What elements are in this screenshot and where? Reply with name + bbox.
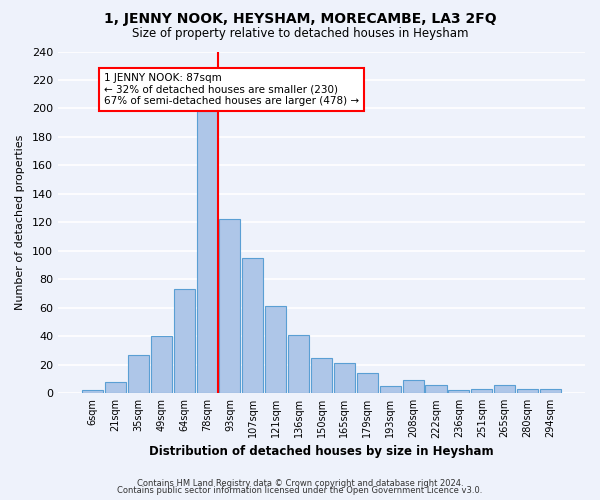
Text: Size of property relative to detached houses in Heysham: Size of property relative to detached ho… — [132, 28, 468, 40]
Bar — [197, 112, 218, 393]
Y-axis label: Number of detached properties: Number of detached properties — [15, 134, 25, 310]
Text: Contains public sector information licensed under the Open Government Licence v3: Contains public sector information licen… — [118, 486, 482, 495]
Bar — [128, 355, 149, 393]
Bar — [288, 335, 309, 393]
Bar — [403, 380, 424, 393]
Bar — [448, 390, 469, 393]
Text: Contains HM Land Registry data © Crown copyright and database right 2024.: Contains HM Land Registry data © Crown c… — [137, 478, 463, 488]
Bar — [494, 384, 515, 393]
Bar — [105, 382, 126, 393]
Bar — [517, 389, 538, 393]
Text: 1 JENNY NOOK: 87sqm
← 32% of detached houses are smaller (230)
67% of semi-detac: 1 JENNY NOOK: 87sqm ← 32% of detached ho… — [104, 73, 359, 106]
Bar — [471, 389, 493, 393]
Bar — [425, 384, 446, 393]
Bar — [540, 389, 561, 393]
Bar — [380, 386, 401, 393]
Bar — [173, 290, 194, 393]
Bar — [220, 220, 241, 393]
X-axis label: Distribution of detached houses by size in Heysham: Distribution of detached houses by size … — [149, 444, 494, 458]
Bar — [334, 364, 355, 393]
Text: 1, JENNY NOOK, HEYSHAM, MORECAMBE, LA3 2FQ: 1, JENNY NOOK, HEYSHAM, MORECAMBE, LA3 2… — [104, 12, 496, 26]
Bar — [242, 258, 263, 393]
Bar — [311, 358, 332, 393]
Bar — [151, 336, 172, 393]
Bar — [265, 306, 286, 393]
Bar — [82, 390, 103, 393]
Bar — [357, 374, 378, 393]
